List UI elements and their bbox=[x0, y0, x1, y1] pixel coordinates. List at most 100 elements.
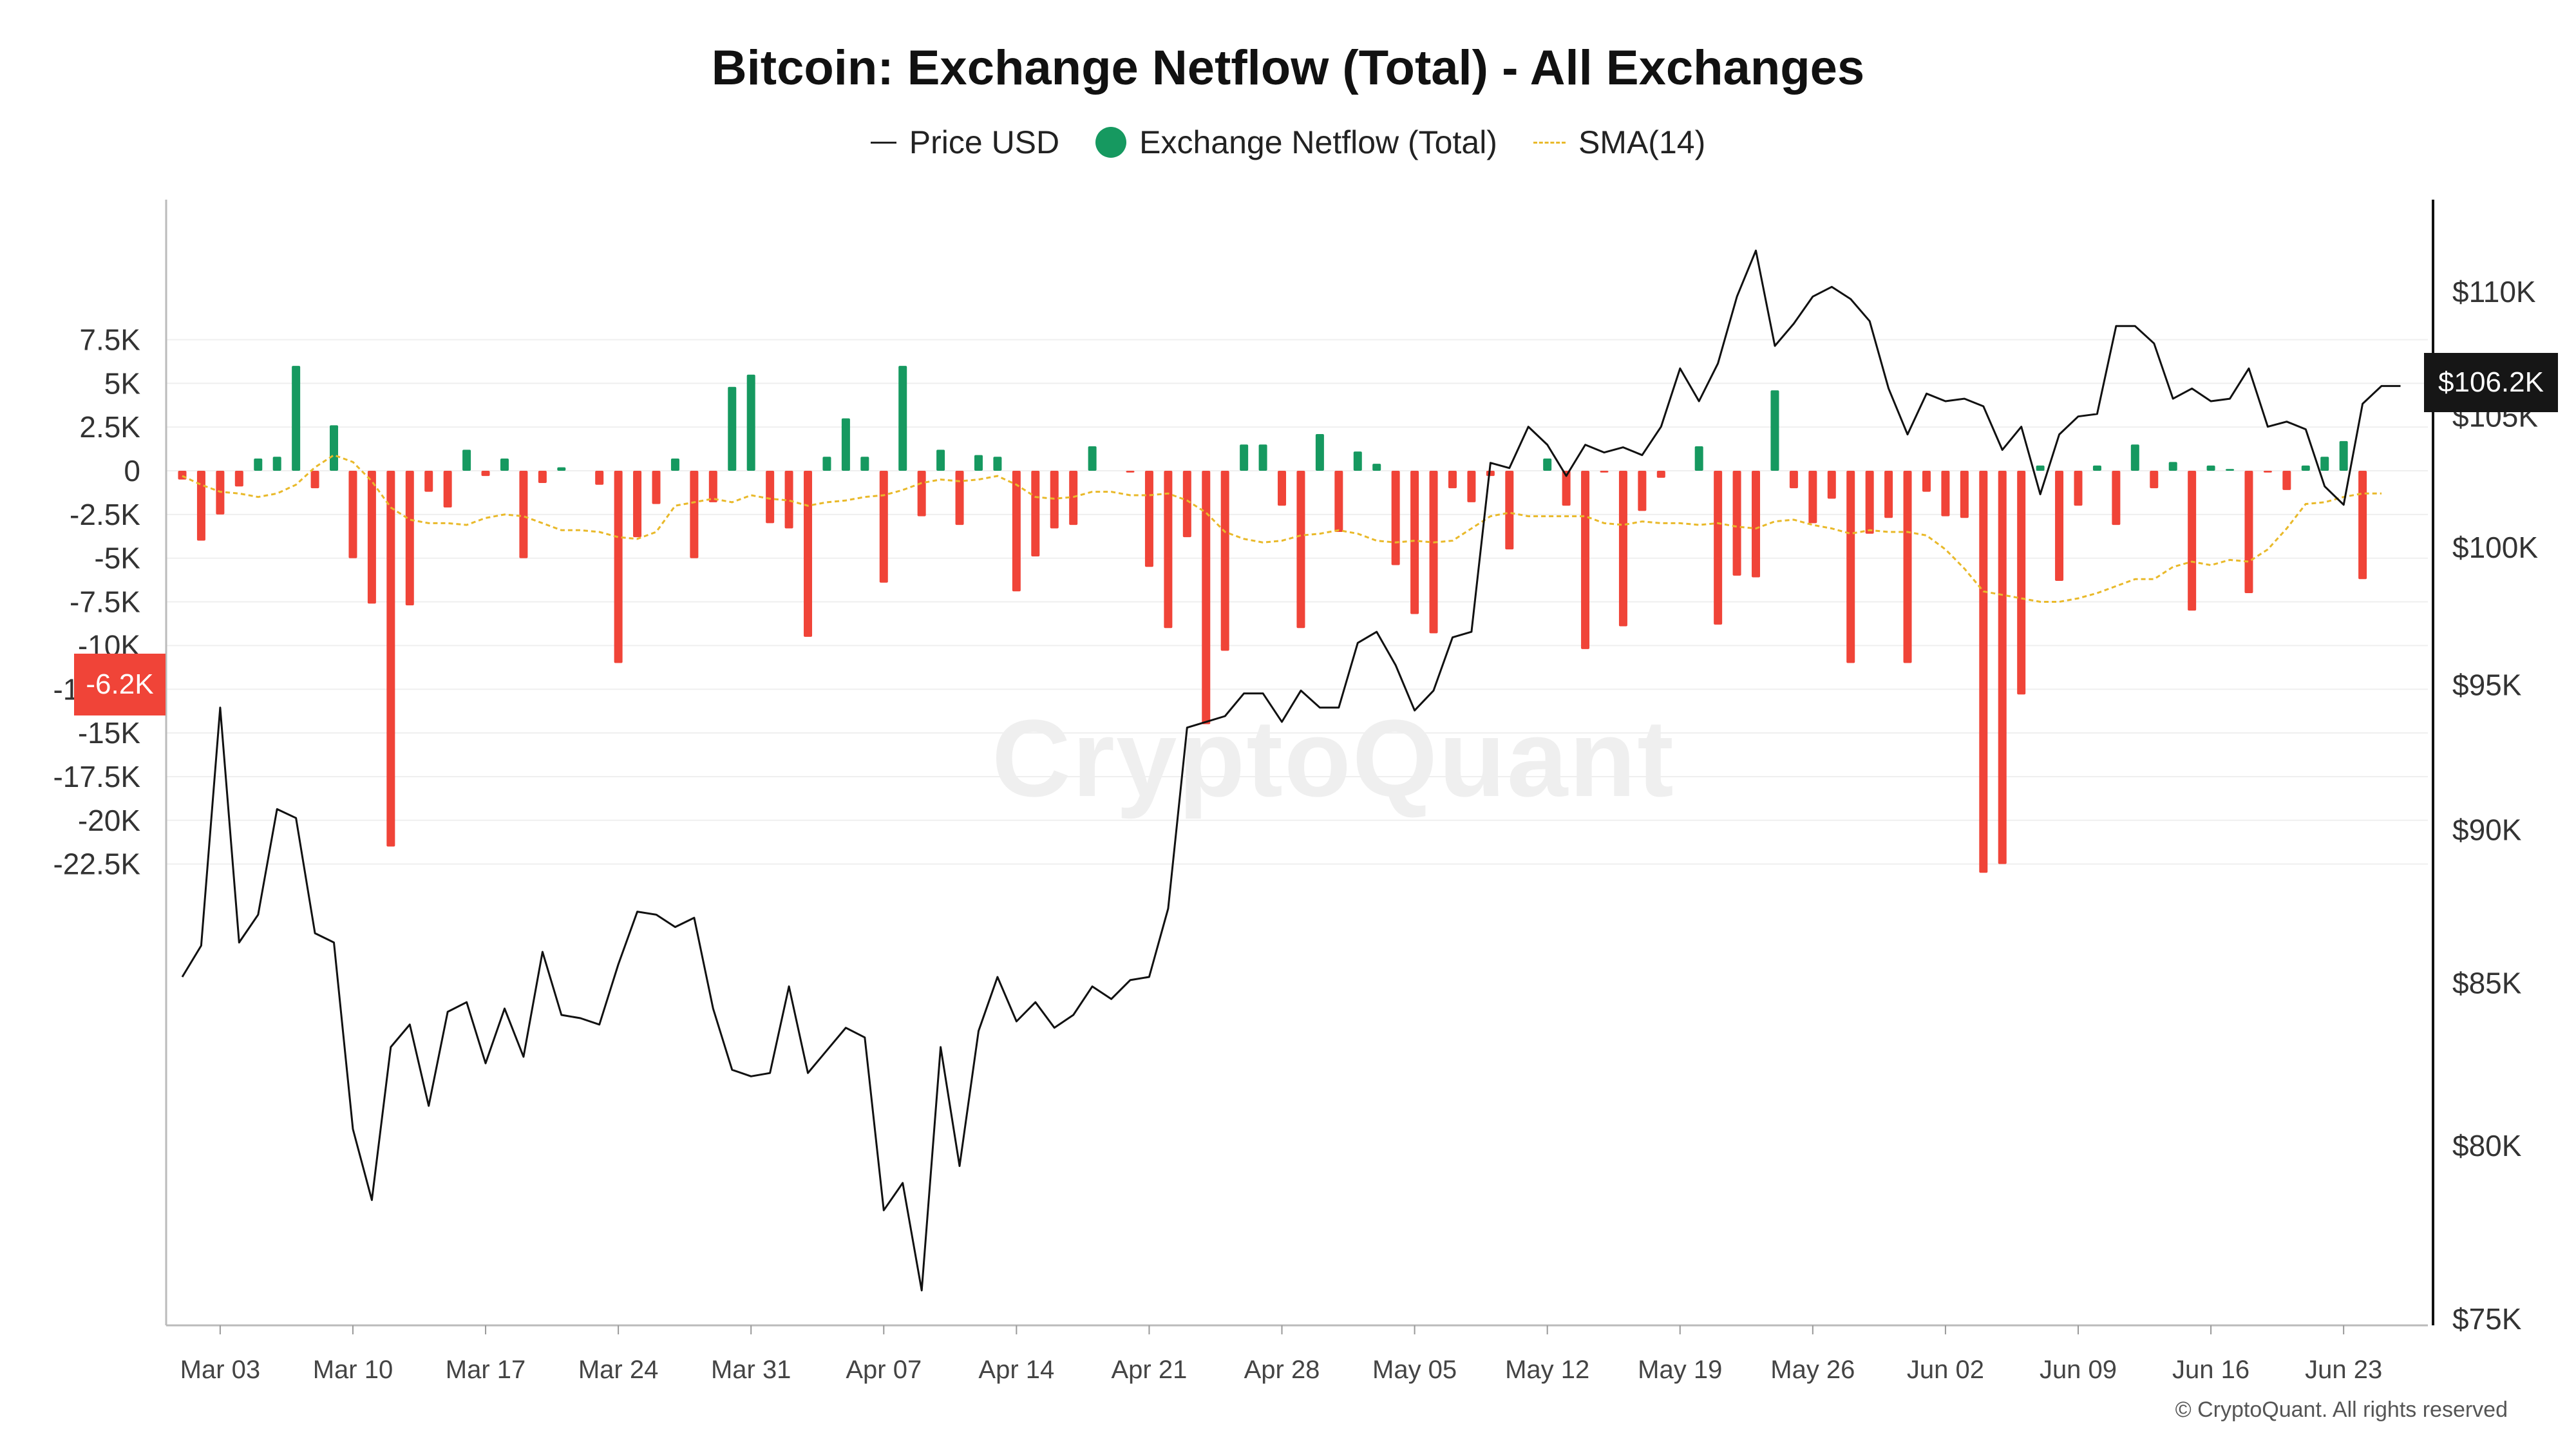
left-tick-label: -20K bbox=[78, 804, 140, 837]
netflow-bar bbox=[310, 471, 319, 489]
netflow-bar bbox=[1410, 471, 1419, 614]
netflow-bar bbox=[443, 471, 452, 507]
netflow-bar bbox=[254, 459, 263, 471]
netflow-bar bbox=[1884, 471, 1893, 518]
netflow-bar bbox=[272, 457, 281, 471]
netflow-bar bbox=[481, 471, 490, 477]
x-tick-label: Mar 17 bbox=[446, 1356, 526, 1384]
netflow-bar bbox=[1505, 471, 1514, 550]
right-axis-ticks: $110K$105K$100K$95K$90K$85K$80K$75K bbox=[2452, 275, 2538, 1336]
left-tick-label: -15K bbox=[78, 716, 140, 750]
netflow-bar bbox=[1846, 471, 1855, 663]
netflow-bar bbox=[1808, 471, 1817, 524]
legend-item-sma[interactable]: SMA(14) bbox=[1533, 124, 1705, 161]
right-tick-label: $110K bbox=[2452, 275, 2536, 308]
netflow-bar bbox=[1562, 471, 1571, 506]
x-tick-label: Apr 07 bbox=[846, 1356, 922, 1384]
netflow-bar bbox=[1979, 471, 1988, 873]
netflow-bar bbox=[405, 471, 414, 605]
netflow-bar bbox=[708, 471, 717, 502]
netflow-bar bbox=[728, 386, 737, 471]
netflow-bar bbox=[1012, 471, 1021, 592]
chart-title: Bitcoin: Exchange Netflow (Total) - All … bbox=[711, 41, 1865, 95]
legend-item-netflow[interactable]: Exchange Netflow (Total) bbox=[1095, 124, 1497, 161]
netflow-bar bbox=[2092, 465, 2101, 471]
netflow-bar bbox=[2320, 457, 2329, 471]
x-tick-label: Jun 02 bbox=[1907, 1356, 1984, 1384]
netflow-bar bbox=[2055, 471, 2064, 581]
left-tick-label: -2.5K bbox=[70, 498, 140, 531]
x-tick-label: Jun 16 bbox=[2172, 1356, 2249, 1384]
netflow-bar bbox=[538, 471, 547, 483]
left-axis-ticks: 7.5K5K2.5K0-2.5K-5K-7.5K-10K-12.5K-15K-1… bbox=[53, 323, 140, 880]
netflow-bar bbox=[652, 471, 661, 504]
netflow-bar bbox=[784, 471, 793, 529]
x-tick-label: Mar 24 bbox=[578, 1356, 659, 1384]
x-axis-ticks: Mar 03 Mar 10 Mar 17 Mar 24 Mar 31 Apr 07 Apr … bbox=[180, 1325, 2382, 1384]
netflow-bar bbox=[746, 374, 755, 471]
netflow-bar bbox=[196, 471, 205, 541]
netflow-last-value-badge: -6.2K bbox=[74, 654, 166, 715]
netflow-bar bbox=[1600, 471, 1609, 473]
netflow-bar bbox=[292, 366, 301, 471]
netflow-bar bbox=[367, 471, 376, 604]
netflow-bar bbox=[2074, 471, 2083, 506]
netflow-bar bbox=[936, 450, 945, 471]
netflow-bar bbox=[1391, 471, 1400, 565]
netflow-bar bbox=[2112, 471, 2121, 526]
netflow-bar bbox=[974, 455, 983, 471]
netflow-bar bbox=[2339, 440, 2348, 471]
legend-label-sma: SMA(14) bbox=[1578, 124, 1706, 160]
netflow-bar bbox=[234, 471, 243, 487]
netflow-bar bbox=[841, 418, 850, 471]
left-tick-label: -7.5K bbox=[70, 585, 140, 619]
right-tick-label: $100K bbox=[2452, 531, 2538, 564]
left-tick-label: 0 bbox=[124, 454, 140, 488]
left-tick-label: 5K bbox=[104, 366, 141, 400]
right-tick-label: $80K bbox=[2452, 1129, 2522, 1162]
right-tick-label: $90K bbox=[2452, 813, 2522, 847]
x-tick-label: Mar 31 bbox=[711, 1356, 791, 1384]
netflow-bar bbox=[1770, 390, 1779, 471]
netflow-bar bbox=[1448, 471, 1457, 489]
netflow-bar bbox=[2244, 471, 2253, 593]
netflow-bar bbox=[1353, 451, 1362, 471]
netflow-bar bbox=[1714, 471, 1723, 625]
legend-label-netflow: Exchange Netflow (Total) bbox=[1139, 124, 1497, 160]
netflow-bar bbox=[2130, 444, 2139, 471]
x-tick-label: Jun 09 bbox=[2040, 1356, 2117, 1384]
legend-label-price: Price USD bbox=[909, 124, 1060, 160]
netflow-bar bbox=[1903, 471, 1912, 663]
price-line-swatch bbox=[870, 141, 896, 144]
axes bbox=[165, 200, 2434, 1327]
left-tick-label: -5K bbox=[94, 542, 140, 575]
netflow-bar bbox=[1164, 471, 1173, 629]
netflow-bar bbox=[519, 471, 528, 558]
netflow-bar bbox=[1088, 446, 1097, 471]
left-tick-label: 2.5K bbox=[79, 410, 140, 444]
x-tick-label: May 26 bbox=[1770, 1356, 1855, 1384]
netflow-bar bbox=[330, 425, 339, 471]
netflow-bar bbox=[1543, 459, 1552, 471]
netflow-bar bbox=[2036, 465, 2045, 471]
netflow-bar bbox=[1827, 471, 1836, 499]
netflow-bars bbox=[178, 366, 2367, 873]
right-tick-label: $95K bbox=[2452, 668, 2522, 702]
netflow-bar bbox=[595, 471, 604, 485]
netflow-bar bbox=[1865, 471, 1874, 534]
netflow-bar bbox=[898, 366, 907, 471]
netflow-bar bbox=[1258, 444, 1267, 471]
netflow-bar bbox=[2150, 471, 2159, 489]
netflow-bar bbox=[1182, 471, 1191, 538]
netflow-bar bbox=[1581, 471, 1590, 649]
netflow-bar bbox=[690, 471, 699, 558]
netflow-bar bbox=[2017, 471, 2026, 695]
legend-item-price[interactable]: Price USD bbox=[870, 124, 1060, 161]
netflow-bar bbox=[1144, 471, 1153, 567]
netflow-bar bbox=[386, 471, 395, 847]
netflow-bar bbox=[1941, 471, 1950, 516]
netflow-bar bbox=[462, 450, 471, 471]
sma-line-group bbox=[182, 453, 2382, 603]
price-last-value-badge: $106.2K bbox=[2424, 353, 2558, 412]
netflow-bar bbox=[2226, 469, 2235, 471]
